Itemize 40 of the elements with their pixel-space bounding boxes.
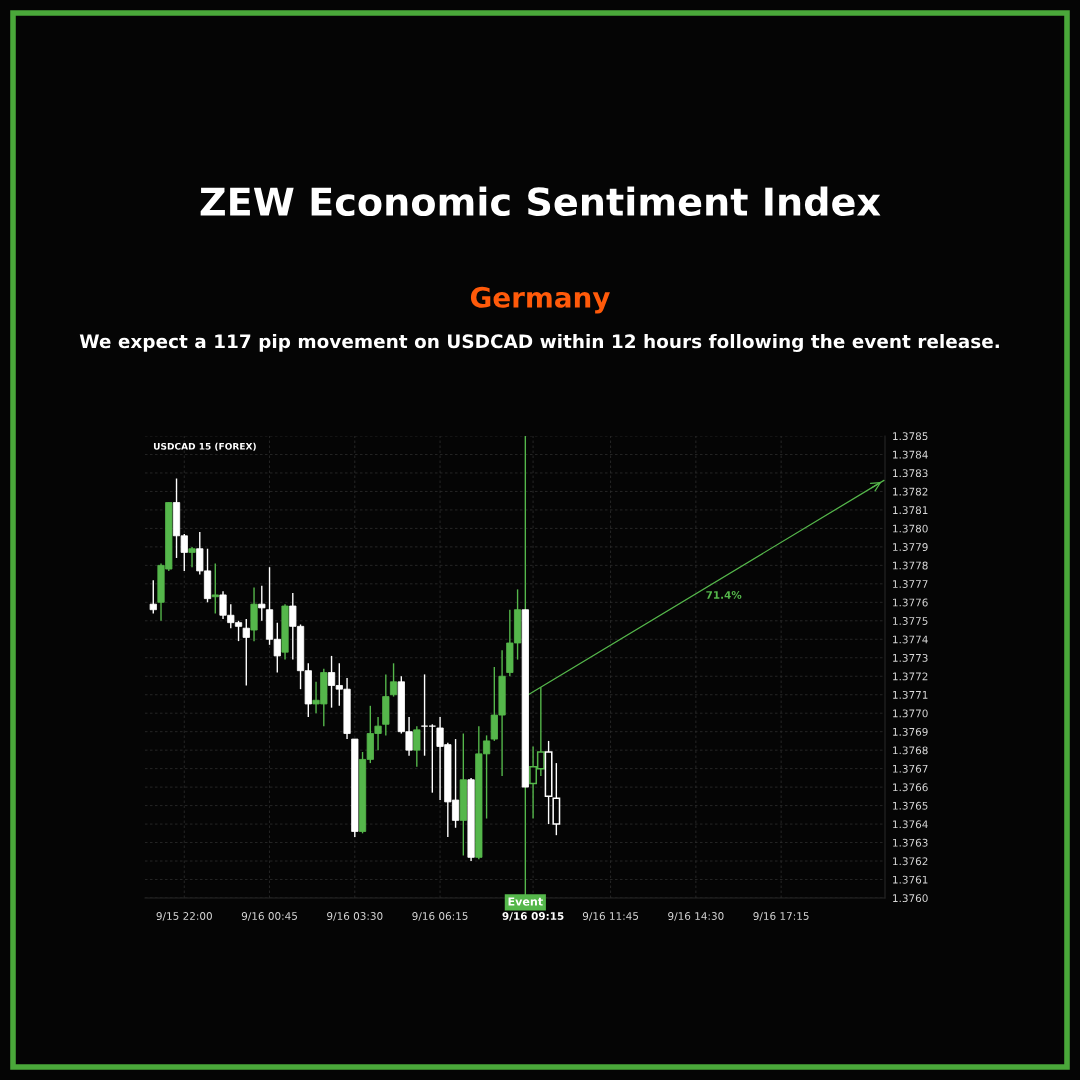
x-tick-label: 9/16 11:45 bbox=[582, 912, 639, 921]
y-tick-label: 1.3760 bbox=[893, 894, 928, 903]
y-tick-label: 1.3761 bbox=[893, 875, 928, 884]
y-tick-label: 1.3770 bbox=[893, 709, 928, 718]
y-tick-label: 1.3768 bbox=[893, 746, 928, 755]
x-tick-label: 9/16 06:15 bbox=[412, 912, 468, 921]
y-tick-label: 1.3785 bbox=[893, 432, 928, 441]
x-tick-label: 9/16 03:30 bbox=[327, 912, 383, 921]
y-tick-label: 1.3776 bbox=[893, 598, 928, 607]
y-tick-label: 1.3771 bbox=[893, 690, 928, 699]
y-tick-label: 1.3779 bbox=[893, 543, 928, 551]
y-tick-label: 1.3784 bbox=[893, 450, 928, 459]
chart-subtitle: Germany bbox=[470, 286, 610, 314]
y-tick-label: 1.3777 bbox=[893, 580, 928, 588]
y-tick-label: 1.3772 bbox=[893, 672, 928, 681]
y-tick-label: 1.3782 bbox=[893, 487, 928, 496]
y-tick-label: 1.3778 bbox=[893, 561, 928, 570]
x-tick-label: 9/16 09:15 bbox=[502, 912, 564, 921]
x-tick-label: 9/16 14:30 bbox=[668, 912, 724, 921]
y-tick-label: 1.3773 bbox=[893, 653, 928, 662]
y-tick-label: 1.3769 bbox=[893, 727, 928, 736]
y-tick-label: 1.3780 bbox=[893, 524, 928, 533]
y-tick-label: 1.3783 bbox=[893, 469, 928, 478]
y-tick-label: 1.3767 bbox=[893, 764, 928, 773]
ref-line-label: Event bbox=[508, 897, 543, 906]
y-tick-label: 1.3775 bbox=[893, 617, 928, 625]
y-tick-label: 1.3766 bbox=[893, 783, 928, 792]
x-tick-label: 9/15 22:00 bbox=[156, 912, 212, 921]
annotation: 71.4% bbox=[706, 591, 742, 599]
y-tick-label: 1.3774 bbox=[893, 635, 928, 644]
chart-title: ZEW Economic Sentiment Index bbox=[200, 186, 881, 217]
x-tick-label: 9/16 00:45 bbox=[241, 912, 297, 921]
y-tick-label: 1.3763 bbox=[893, 838, 928, 847]
y-tick-label: 1.3781 bbox=[893, 506, 928, 515]
x-tick-label: 9/16 17:15 bbox=[753, 912, 809, 921]
y-tick-label: 1.3764 bbox=[893, 820, 928, 829]
y-tick-label: 1.3762 bbox=[893, 857, 928, 866]
text: We expect a 117 pip movement on USDCAD within 12 hours following the event release. bbox=[79, 333, 999, 353]
y-tick-label: 1.3765 bbox=[893, 801, 928, 810]
annotation: USDCAD 15 (FOREX) bbox=[153, 442, 256, 451]
